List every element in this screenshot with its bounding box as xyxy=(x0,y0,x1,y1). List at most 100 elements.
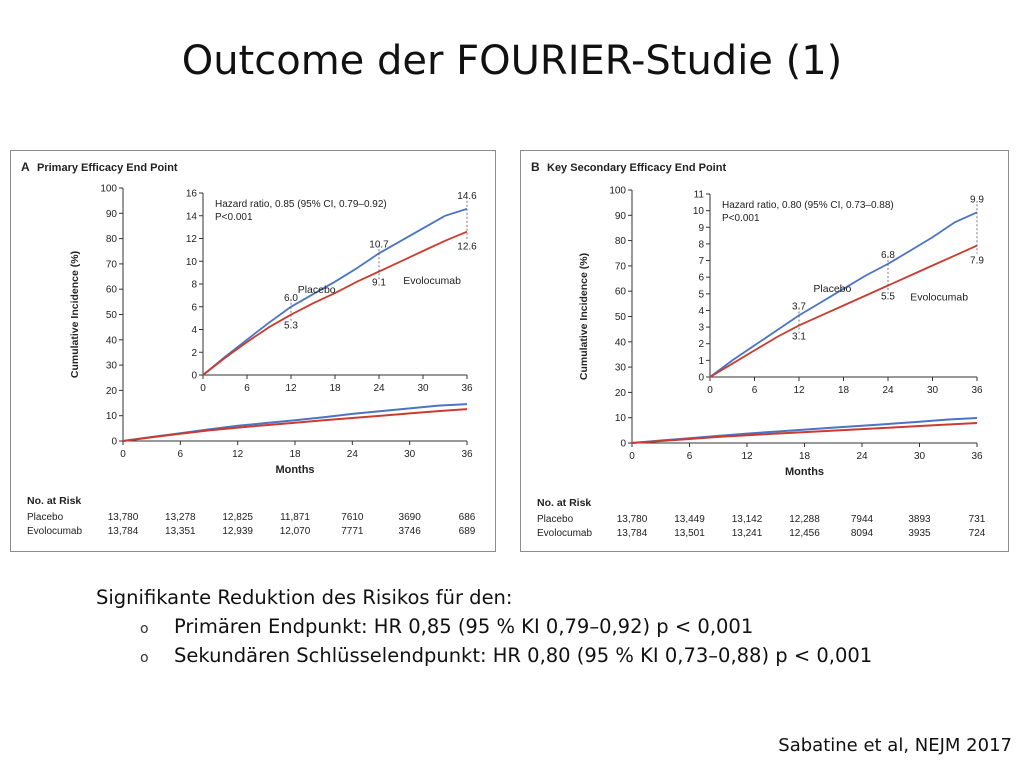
inset-y-tick-label: 10 xyxy=(186,257,198,268)
citation: Sabatine et al, NEJM 2017 xyxy=(778,735,1012,756)
x-tick-label: 6 xyxy=(687,451,693,462)
risk-table-cell: 686 xyxy=(459,512,476,523)
inset-y-tick-label: 0 xyxy=(698,373,704,384)
inset-y-tick-label: 0 xyxy=(191,371,197,382)
risk-table-cell: 13,780 xyxy=(108,512,139,523)
risk-table-heading: No. at Risk xyxy=(537,497,591,509)
slide-title: Outcome der FOURIER-Studie (1) xyxy=(181,38,843,84)
inset-value-label: 5.3 xyxy=(284,321,298,332)
risk-table-cell: 12,070 xyxy=(280,526,311,537)
inset-y-tick-label: 9 xyxy=(698,223,704,234)
risk-table-cell: 689 xyxy=(459,526,476,537)
y-tick-label: 50 xyxy=(106,310,118,321)
inset-x-tick-label: 18 xyxy=(329,383,341,394)
y-tick-label: 100 xyxy=(100,184,117,195)
inset-y-tick-label: 1 xyxy=(698,356,704,367)
x-tick-label: 36 xyxy=(971,451,983,462)
y-tick-label: 90 xyxy=(106,209,118,220)
x-axis-label: Months xyxy=(785,466,824,478)
risk-table-cell: 731 xyxy=(969,514,986,525)
finding-text: Sekundären Schlüsselendpunkt: HR 0,80 (9… xyxy=(174,644,873,667)
inset-series-line-placebo xyxy=(709,211,978,378)
y-tick-label: 0 xyxy=(111,437,117,448)
inset-value-label: 14.6 xyxy=(457,191,477,202)
finding-item: o Primären Endpunkt: HR 0,85 (95 % KI 0,… xyxy=(96,615,872,638)
x-tick-label: 18 xyxy=(289,449,301,460)
y-tick-label: 0 xyxy=(620,439,626,450)
inset-value-label: 6.0 xyxy=(284,293,298,304)
inset-value-label: 12.6 xyxy=(457,242,477,253)
series-label-placebo: Placebo xyxy=(298,284,336,296)
y-tick-label: 80 xyxy=(615,236,627,247)
risk-table-cell: 12,288 xyxy=(789,514,820,525)
finding-text: Primären Endpunkt: HR 0,85 (95 % KI 0,79… xyxy=(174,615,754,638)
series-label-evolocumab: Evolocumab xyxy=(403,275,461,287)
x-axis-label: Months xyxy=(275,464,314,476)
risk-table-row-label: Placebo xyxy=(537,514,574,525)
chart-a-svg: A Primary Efficacy End Point0102030405060… xyxy=(21,160,477,537)
chart-title: Key Secondary Efficacy End Point xyxy=(547,162,726,174)
y-tick-label: 40 xyxy=(615,337,627,348)
risk-table-cell: 13,501 xyxy=(674,528,705,539)
inset-y-tick-label: 5 xyxy=(698,289,704,300)
inset-value-label: 7.9 xyxy=(970,256,984,267)
p-value-text: P<0.001 xyxy=(722,213,760,224)
inset-value-label: 10.7 xyxy=(369,239,389,250)
x-tick-label: 12 xyxy=(741,451,753,462)
inset-x-tick-label: 6 xyxy=(244,383,250,394)
inset-x-tick-label: 30 xyxy=(417,383,429,394)
panel-letter: B xyxy=(531,160,540,174)
inset-x-tick-label: 0 xyxy=(707,385,713,396)
series-label-placebo: Placebo xyxy=(813,283,851,295)
y-tick-label: 10 xyxy=(615,413,627,424)
bullet-marker: o xyxy=(140,621,149,637)
hazard-ratio-text: Hazard ratio, 0.85 (95% CI, 0.79–0.92) xyxy=(215,199,387,210)
inset-value-label: 6.8 xyxy=(881,250,895,261)
risk-table-cell: 13,142 xyxy=(732,514,763,525)
risk-table-cell: 11,871 xyxy=(280,512,310,523)
inset-y-tick-label: 8 xyxy=(698,239,704,250)
risk-table-cell: 724 xyxy=(969,528,986,539)
risk-table-cell: 3893 xyxy=(908,514,931,525)
panel-letter: A xyxy=(21,160,30,174)
y-tick-label: 20 xyxy=(615,388,627,399)
inset-series-line-placebo xyxy=(202,208,468,376)
inset-y-tick-label: 4 xyxy=(191,325,197,336)
finding-item: o Sekundären Schlüsselendpunkt: HR 0,80 … xyxy=(96,644,872,667)
y-axis-label: Cumulative Incidence (%) xyxy=(578,253,590,380)
x-tick-label: 24 xyxy=(347,449,359,460)
findings-list: Signifikante Reduktion des Risikos für d… xyxy=(96,586,872,667)
x-tick-label: 24 xyxy=(856,451,868,462)
inset-value-label: 9.1 xyxy=(372,277,386,288)
inset-x-tick-label: 24 xyxy=(373,383,385,394)
inset-x-tick-label: 24 xyxy=(882,385,894,396)
risk-table-cell: 3746 xyxy=(399,526,422,537)
x-tick-label: 30 xyxy=(914,451,926,462)
inset-x-tick-label: 36 xyxy=(971,385,983,396)
inset-x-tick-label: 12 xyxy=(285,383,297,394)
y-tick-label: 90 xyxy=(615,211,627,222)
risk-table-cell: 13,784 xyxy=(108,526,139,537)
inset-value-label: 9.9 xyxy=(970,194,984,205)
inset-y-tick-label: 7 xyxy=(698,256,704,267)
inset-x-tick-label: 6 xyxy=(752,385,758,396)
risk-table-cell: 7771 xyxy=(341,526,364,537)
x-tick-label: 12 xyxy=(232,449,244,460)
y-tick-label: 70 xyxy=(106,259,118,270)
risk-table-row-label: Evolocumab xyxy=(537,528,592,539)
y-tick-label: 30 xyxy=(615,363,627,374)
y-tick-label: 30 xyxy=(106,361,118,372)
risk-table-row-label: Placebo xyxy=(27,512,64,523)
inset-y-tick-label: 10 xyxy=(693,206,705,217)
series-line-evolocumab xyxy=(631,422,978,444)
chart-panel-b: B Key Secondary Efficacy End Point 0 10 20 30… xyxy=(520,150,1009,552)
inset-series-line-evolocumab xyxy=(202,230,468,376)
chart-title: Primary Efficacy End Point xyxy=(37,162,178,174)
inset-y-tick-label: 16 xyxy=(186,189,198,200)
x-tick-label: 36 xyxy=(461,449,473,460)
inset-y-tick-label: 12 xyxy=(186,234,198,245)
inset-y-tick-label: 4 xyxy=(698,306,704,317)
x-tick-label: 30 xyxy=(404,449,416,460)
inset-x-tick-label: 30 xyxy=(927,385,939,396)
risk-table-row-label: Evolocumab xyxy=(27,526,82,537)
